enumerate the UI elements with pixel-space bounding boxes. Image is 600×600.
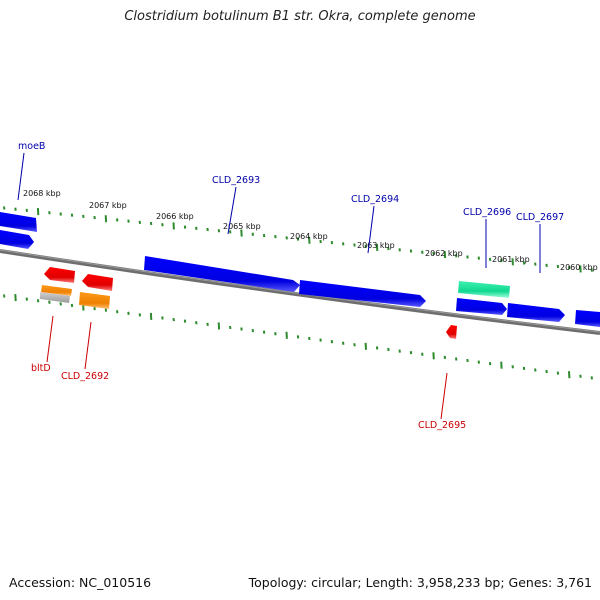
- forward-gene-label[interactable]: CLD_2693: [212, 175, 260, 186]
- reverse-gene-label[interactable]: CLD_2695: [418, 420, 466, 431]
- reverse-genes: [40, 267, 457, 339]
- forward-gene-label[interactable]: CLD_2697: [516, 212, 564, 223]
- backbone-line: [0, 249, 600, 335]
- leader-line: [440, 372, 448, 420]
- gene-CLD_2693[interactable]: [144, 256, 300, 292]
- gene-red-2[interactable]: [82, 274, 113, 291]
- accession-text: Accession: NC_010516: [9, 575, 152, 590]
- scale-label: 2060 kbp: [560, 263, 598, 272]
- scale-label: 2067 kbp: [89, 201, 127, 210]
- gene-red-1[interactable]: [44, 267, 75, 283]
- forward-gene-label[interactable]: CLD_2696: [463, 207, 511, 218]
- scale-labels: 2068 kbp 2067 kbp 2066 kbp 2065 kbp 2064 kbp…: [23, 189, 598, 272]
- gene-CLD_2695[interactable]: [446, 325, 457, 339]
- gene-CLD_2697[interactable]: [507, 303, 565, 322]
- gene-teal[interactable]: [458, 281, 510, 298]
- gene-CLD_2694[interactable]: [299, 280, 426, 307]
- gene-moeB[interactable]: [0, 212, 37, 232]
- outer-tick-row: [3, 206, 593, 273]
- gene-right-edge[interactable]: [575, 310, 600, 327]
- forward-gene-labels: moeB CLD_2693 CLD_2694 CLD_2696 CLD_2697: [17, 141, 564, 273]
- scale-label: 2064 kbp: [290, 232, 328, 241]
- forward-gene-label[interactable]: moeB: [18, 141, 45, 152]
- forward-genes: [0, 212, 600, 327]
- forward-gene-label[interactable]: CLD_2694: [351, 194, 399, 205]
- scale-label: 2065 kbp: [223, 222, 261, 231]
- inner-tick-row: [3, 294, 593, 380]
- reverse-gene-labels: bltD CLD_2692 CLD_2695: [31, 315, 466, 431]
- scale-label: 2068 kbp: [23, 189, 61, 198]
- gene-CLD_2696[interactable]: [456, 298, 507, 315]
- scale-label: 2062 kbp: [425, 249, 463, 258]
- reverse-gene-label[interactable]: CLD_2692: [61, 371, 109, 382]
- scale-label: 2066 kbp: [156, 212, 194, 221]
- leader-line: [17, 152, 25, 201]
- leader-line: [227, 186, 237, 235]
- topology-text: Topology: circular; Length: 3,958,233 bp…: [248, 575, 592, 590]
- leader-line: [46, 315, 54, 363]
- gene-left-2[interactable]: [0, 230, 34, 249]
- scale-label: 2061 kbp: [492, 255, 530, 264]
- map-title: Clostridium botulinum B1 str. Okra, comp…: [124, 9, 476, 24]
- gene-CLD_2692[interactable]: [79, 292, 110, 309]
- reverse-gene-label[interactable]: bltD: [31, 363, 51, 374]
- scale-label: 2063 kbp: [357, 241, 395, 250]
- gene-grey[interactable]: [40, 292, 70, 303]
- leader-line: [367, 205, 375, 254]
- leader-line: [84, 321, 92, 370]
- gene-bltD[interactable]: [41, 285, 72, 296]
